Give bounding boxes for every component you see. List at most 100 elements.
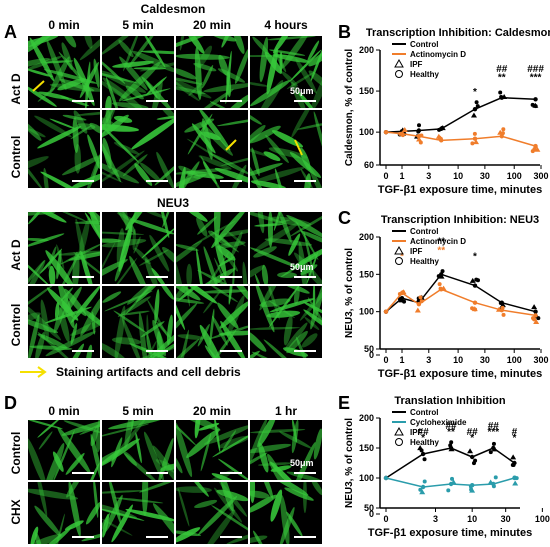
y-tick-label: 60 (364, 160, 374, 170)
point-ipf (487, 479, 494, 485)
point-ipf (532, 102, 539, 108)
legend-label: Healthy (410, 257, 439, 266)
x-tick-label: 10 (467, 514, 477, 524)
row-actd-a2: Act D (9, 239, 23, 271)
micrograph (176, 482, 248, 544)
series-line-0 (385, 96, 536, 133)
point-healthy (491, 441, 496, 446)
x-axis-label: TGF-β1 exposure time, minutes (368, 527, 532, 539)
scale-label: 50μm (290, 86, 314, 96)
y-tick-label: 200 (359, 45, 374, 55)
yellow-arrow-icon (18, 365, 50, 379)
point-ipf (470, 112, 477, 118)
point-healthy (449, 440, 454, 445)
micrograph (102, 212, 174, 284)
point-ipf (531, 304, 538, 310)
point-ipf (491, 446, 498, 452)
y-axis-label: NEU3, % of control (344, 248, 355, 338)
scale-bar (146, 350, 168, 352)
data-point (533, 309, 538, 314)
point-healthy (398, 131, 403, 136)
scale-bar (146, 180, 168, 182)
point-ipf (450, 479, 457, 485)
scale-bar (220, 100, 242, 102)
point-healthy (475, 104, 480, 109)
d-col-20min: 20 min (192, 404, 231, 418)
panel-letter-e: E (338, 393, 351, 413)
chart-caldesmon: Transcription Inhibition: Caldesmon60100… (344, 27, 550, 196)
point-healthy (472, 131, 477, 136)
y-tick-label: 100 (359, 127, 374, 137)
point-healthy (470, 141, 475, 146)
point-healthy (512, 475, 517, 480)
significance-mark: ** (498, 72, 506, 83)
panel-letter-d: D (4, 393, 17, 413)
point-healthy (440, 269, 445, 274)
y-tick-label: 150 (359, 269, 374, 279)
artifact-legend-label: Staining artifacts and cell debris (56, 365, 241, 379)
point-healthy (446, 488, 451, 493)
point-healthy (437, 282, 442, 287)
point-healthy (438, 136, 443, 141)
x-tick-label: 10 (453, 355, 463, 365)
x-tick-label: 3 (426, 171, 431, 181)
panel-letter-a: A (4, 22, 17, 42)
legend-label: Healthy (410, 438, 439, 447)
significance-mark: ## (418, 427, 430, 438)
x-tick-label: 1 (399, 355, 404, 365)
row-control-a2: Control (9, 303, 23, 347)
point-ipf (473, 139, 480, 145)
point-healthy (499, 95, 504, 100)
d-col-1hr: 1 hr (274, 404, 297, 418)
data-point (420, 451, 426, 457)
d-col-0min: 0 min (48, 404, 80, 418)
point-ipf (533, 319, 540, 325)
point-ipf (417, 445, 424, 451)
scale-bar (72, 350, 94, 352)
point-healthy (397, 291, 402, 296)
data-point (383, 475, 389, 481)
point-ipf (512, 480, 519, 486)
point-healthy (448, 443, 453, 448)
point-ipf (419, 489, 426, 495)
chart-title: Transcription Inhibition: NEU3 (381, 214, 539, 226)
scale-bar (72, 536, 94, 538)
point-healthy (436, 274, 441, 279)
scale-bar (72, 472, 94, 474)
micrograph (102, 36, 174, 108)
significance-mark: ** (437, 237, 445, 248)
point-healthy (493, 475, 498, 480)
micrograph (176, 110, 248, 188)
legend-label: IPF (410, 247, 423, 256)
scale-bar (294, 472, 316, 474)
micrograph (250, 110, 322, 188)
point-healthy (418, 140, 423, 145)
chart-neu3: Transcription Inhibition: NEU30501001502… (344, 214, 549, 380)
data-point (533, 97, 538, 102)
d-col-5min: 5 min (122, 404, 154, 418)
scale-bar (294, 276, 316, 278)
x-tick-label: 100 (507, 355, 522, 365)
point-healthy (470, 306, 475, 311)
col-5min: 5 min (122, 18, 154, 32)
significance-mark: ** (447, 427, 455, 438)
point-healthy (500, 131, 505, 136)
point-healthy (498, 300, 503, 305)
data-point (383, 309, 389, 314)
y-tick-label: 200 (359, 232, 374, 242)
caldesmon-title: Caldesmon (140, 2, 206, 16)
point-healthy (417, 123, 422, 128)
y-tick-label: 150 (359, 86, 374, 96)
point-ipf (469, 487, 476, 493)
significance-mark: ## (467, 427, 479, 438)
significance-mark: ## (445, 421, 457, 432)
point-ipf (416, 136, 423, 142)
point-ipf (439, 125, 446, 131)
panel-letter-b: B (338, 22, 351, 42)
scale-bar (146, 472, 168, 474)
legend-label: Healthy (410, 70, 439, 79)
point-ipf (510, 454, 517, 460)
scale-bar (294, 536, 316, 538)
point-healthy (532, 317, 537, 322)
